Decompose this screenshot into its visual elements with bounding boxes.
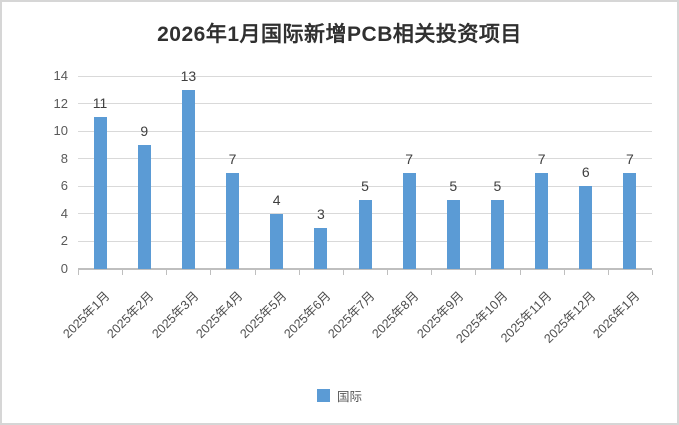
x-axis-category-label: 2026年1月 xyxy=(590,288,643,341)
bar-value-label: 7 xyxy=(405,150,414,167)
bar-value-label: 6 xyxy=(581,164,590,181)
y-axis-tick-label: 6 xyxy=(60,178,68,194)
bar xyxy=(93,117,107,269)
x-axis-tick xyxy=(343,270,344,275)
x-axis-tick xyxy=(564,270,565,275)
gridline xyxy=(78,103,652,105)
bar xyxy=(535,172,549,269)
bar xyxy=(314,227,328,269)
gridline xyxy=(78,158,652,160)
legend-swatch-icon xyxy=(316,389,330,402)
y-axis-tick-label: 12 xyxy=(53,95,68,111)
bar xyxy=(270,213,284,269)
bar xyxy=(446,200,460,269)
bar-value-label: 3 xyxy=(316,205,325,222)
x-axis-tick xyxy=(255,270,256,275)
bar-value-label: 7 xyxy=(537,150,546,167)
y-axis-tick-label: 4 xyxy=(60,205,68,221)
bar-value-label: 11 xyxy=(92,95,108,112)
x-axis-tick xyxy=(652,270,653,275)
x-axis-tick xyxy=(166,270,167,275)
x-axis-category-label: 2025年2月 xyxy=(104,288,157,341)
bar xyxy=(226,172,240,269)
x-axis-tick xyxy=(122,270,123,275)
bar-value-label: 13 xyxy=(180,67,197,84)
bar-value-label: 9 xyxy=(140,122,149,139)
bar-value-label: 7 xyxy=(228,150,237,167)
x-axis-tick xyxy=(78,270,79,275)
bar-value-label: 5 xyxy=(449,178,458,195)
legend: 国际 xyxy=(2,386,677,405)
y-axis-tick-label: 8 xyxy=(60,150,68,166)
x-axis-tick xyxy=(431,270,432,275)
gridline xyxy=(78,185,652,187)
bar-value-label: 4 xyxy=(272,191,281,208)
y-axis-tick-label: 2 xyxy=(60,233,68,249)
bar-value-label: 5 xyxy=(493,178,502,195)
x-axis-tick xyxy=(387,270,388,275)
plot-area xyxy=(78,75,652,270)
bar xyxy=(579,186,593,269)
x-axis-tick xyxy=(608,270,609,275)
x-axis-category-label: 2025年6月 xyxy=(281,288,334,341)
bar xyxy=(623,172,637,269)
bar-value-label: 5 xyxy=(361,178,369,195)
y-axis-tick-label: 14 xyxy=(53,68,68,83)
y-axis-tick-label: 10 xyxy=(53,123,68,139)
x-axis-category-label: 2025年5月 xyxy=(237,288,290,341)
gridline xyxy=(78,130,652,132)
bar xyxy=(402,172,416,269)
x-axis-category-label: 2025年1月 xyxy=(60,288,113,341)
x-axis-category-label: 2025年4月 xyxy=(193,288,246,341)
x-axis-tick xyxy=(520,270,521,275)
x-axis-category-label: 2025年8月 xyxy=(369,288,422,341)
bar xyxy=(358,200,372,269)
x-axis-category-label: 2025年7月 xyxy=(325,288,378,341)
gridline xyxy=(78,75,652,77)
x-axis-tick xyxy=(210,270,211,275)
bar xyxy=(181,89,195,269)
legend-label: 国际 xyxy=(336,390,362,404)
y-axis-tick-label: 0 xyxy=(60,261,68,276)
x-axis-tick xyxy=(299,270,300,275)
x-axis-line xyxy=(78,268,652,270)
bar xyxy=(490,200,504,269)
bar xyxy=(137,144,151,269)
x-axis-category-label: 2025年3月 xyxy=(148,288,202,341)
x-axis-tick xyxy=(475,270,476,275)
bar-value-label: 7 xyxy=(626,150,634,167)
chart-title: 2026年1月国际新增PCB相关投资项目 xyxy=(157,23,522,46)
